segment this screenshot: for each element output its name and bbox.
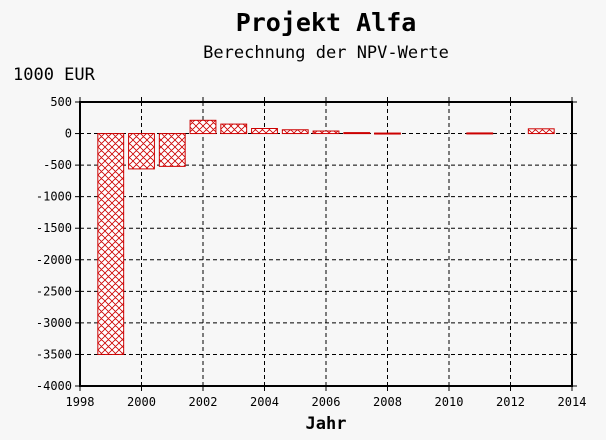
x-tick-label: 2010: [435, 395, 464, 409]
bar-2004: [251, 128, 278, 135]
axis-ticks: 500 0 -500 -1000 -1500 -2000 -2500 -3000 -3500 -4…: [36, 95, 587, 409]
y-axis-unit-label: 1000 EUR: [13, 65, 96, 85]
y-tick-label: -2500: [36, 284, 72, 298]
x-tick-label: 1998: [66, 395, 95, 409]
x-tick-label: 2004: [250, 395, 279, 409]
grid-lines: [80, 102, 572, 386]
y-tick-label: -4000: [36, 379, 72, 393]
y-tick-label: -1000: [36, 190, 72, 204]
bar-2005: [281, 129, 309, 135]
y-tick-label: -500: [43, 158, 72, 172]
x-tick-label: 2012: [496, 395, 525, 409]
bar-2000: [128, 133, 155, 170]
y-tick-label: -3500: [36, 347, 72, 361]
bar-2013: [527, 128, 555, 135]
bar-2007: [343, 132, 371, 135]
plot-frame: [79, 101, 573, 387]
x-tick-label: 2008: [373, 395, 402, 409]
bar-2011: [466, 132, 494, 135]
y-tick-label: 500: [50, 95, 72, 109]
x-tick-label: 2014: [558, 395, 587, 409]
x-tick-label: 2006: [312, 395, 341, 409]
bar-2001: [158, 133, 186, 167]
chart-title: Projekt Alfa: [236, 8, 417, 37]
chart-subtitle: Berechnung der NPV-Werte: [203, 43, 449, 63]
y-tick-label: -2000: [36, 253, 72, 267]
bar-2002: [189, 119, 217, 135]
y-tick-label: -3000: [36, 316, 72, 330]
y-tick-label: 0: [65, 127, 72, 141]
bar-1999: [97, 133, 125, 355]
bar-2006: [312, 130, 340, 135]
x-tick-label: 2000: [127, 395, 156, 409]
y-tick-label: -1500: [36, 221, 72, 235]
bar-2008: [374, 132, 401, 135]
bar-2003: [220, 123, 248, 135]
bars: [97, 119, 555, 355]
x-axis-label: Jahr: [306, 414, 347, 434]
x-tick-label: 2002: [189, 395, 218, 409]
